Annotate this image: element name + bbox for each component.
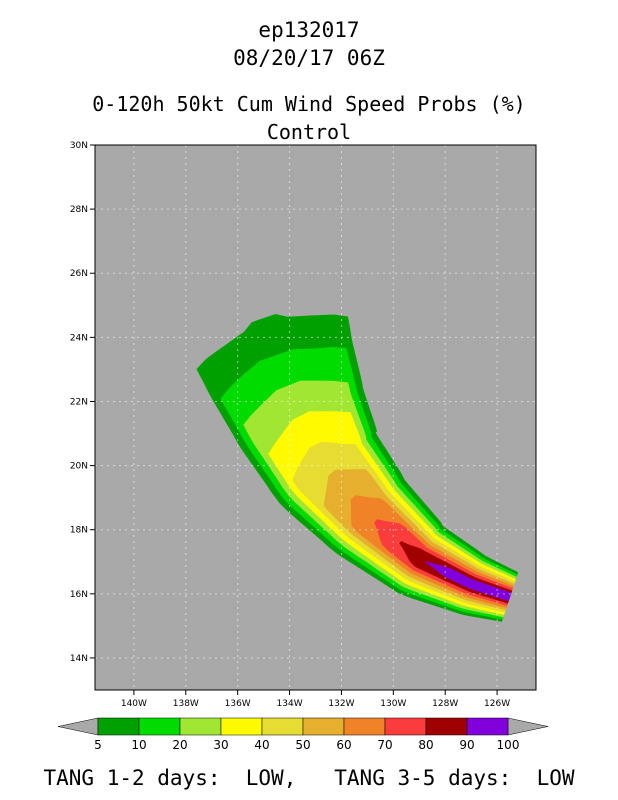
colorbar-swatch — [220, 717, 263, 736]
y-axis: 14N 16N 18N 20N 22N 24N 26N 28N 30N — [70, 141, 95, 664]
probability-contours — [196, 314, 519, 622]
x-tick-label: 130W — [380, 699, 406, 709]
colorbar-label: 30 — [213, 738, 228, 752]
probability-chart: 140W 138W 136W 134W 132W 130W 128W 126W 14N16N1… — [57, 141, 549, 752]
x-tick-label: 136W — [225, 699, 251, 709]
colorbar-swatch — [261, 717, 304, 736]
y-tick-label: 26N — [70, 269, 88, 279]
colorbar-label: 40 — [254, 738, 269, 752]
x-tick-label: 132W — [328, 699, 354, 709]
colorbar-swatch — [138, 717, 181, 736]
member-subtitle: Control — [266, 120, 352, 144]
tang-summary: TANG 1-2 days: LOW, TANG 3-5 days: LOW — [43, 766, 575, 790]
colorbar-label: 80 — [418, 738, 433, 752]
x-tick-label: 138W — [173, 699, 199, 709]
colorbar-swatch — [97, 717, 140, 736]
y-tick-label: 20N — [70, 462, 88, 472]
colorbar-high-arrow — [507, 717, 549, 736]
y-tick-label: 30N — [70, 141, 88, 151]
x-tick-label: 140W — [121, 699, 147, 709]
colorbar-low-arrow — [57, 717, 99, 736]
colorbar-label: 60 — [336, 738, 351, 752]
colorbar-swatch — [466, 717, 509, 736]
y-tick-label: 24N — [70, 333, 88, 343]
y-tick-label: 14N — [70, 654, 88, 664]
x-tick-label: 134W — [277, 699, 303, 709]
colorbar: 5 10 20 30 40 50 60 70 80 90 100 — [57, 717, 549, 752]
y-tick-label: 16N — [70, 590, 88, 600]
colorbar-swatch — [302, 717, 345, 736]
x-tick-label: 128W — [432, 699, 458, 709]
colorbar-swatch — [343, 717, 386, 736]
colorbar-label: 70 — [377, 738, 392, 752]
colorbar-label: 50 — [295, 738, 310, 752]
colorbar-swatch — [179, 717, 222, 736]
x-tick-label: 126W — [484, 699, 510, 709]
y-tick-label: 22N — [70, 397, 88, 407]
colorbar-swatch — [425, 717, 468, 736]
colorbar-swatch — [384, 717, 427, 736]
contour-band-90 — [425, 561, 512, 602]
y-tick-label: 18N — [70, 526, 88, 536]
colorbar-label: 100 — [497, 738, 520, 752]
colorbar-label: 5 — [94, 738, 102, 752]
forecast-datetime: 08/20/17 06Z — [233, 46, 385, 70]
colorbar-label: 10 — [131, 738, 146, 752]
y-tick-label: 28N — [70, 205, 88, 215]
colorbar-label: 90 — [459, 738, 474, 752]
plot-frame — [94, 144, 537, 691]
storm-id: ep132017 — [258, 18, 360, 42]
colorbar-label: 20 — [172, 738, 187, 752]
x-axis: 140W 138W 136W 134W 132W 130W 128W 126W — [121, 690, 510, 709]
product-title: 0-120h 50kt Cum Wind Speed Probs (%) — [92, 92, 526, 116]
